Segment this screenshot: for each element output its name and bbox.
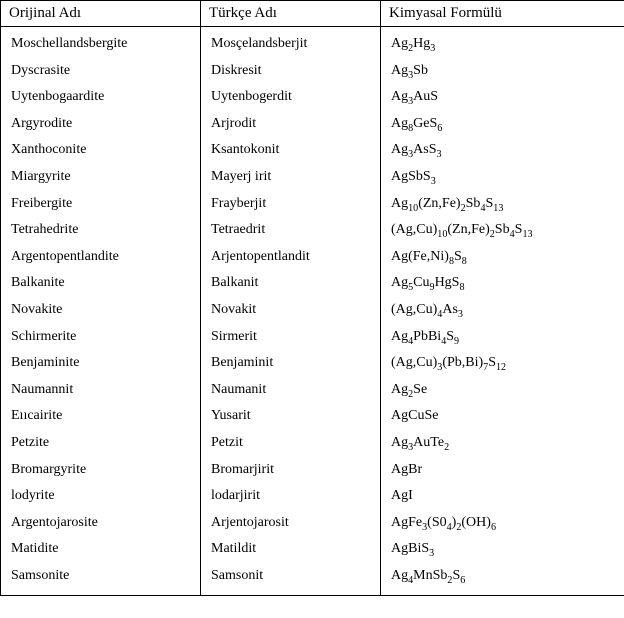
cell-formula: Ag3Sb [381, 54, 624, 81]
cell-turkish: Tetraedrit [201, 213, 381, 240]
table-row: SamsoniteSamsonitAg4MnSb2S6 [1, 559, 624, 596]
cell-turkish: Naumanit [201, 373, 381, 400]
cell-original: Uytenbogaardite [1, 80, 201, 107]
cell-original: lodyrite [1, 479, 201, 506]
cell-formula: Ag3AuS [381, 80, 624, 107]
col-header-turkish: Türkçe Adı [201, 1, 381, 27]
cell-original: Argentojarosite [1, 506, 201, 533]
table-row: MatiditeMatilditAgBiS3 [1, 532, 624, 559]
cell-original: Petzite [1, 426, 201, 453]
cell-original: Naumannit [1, 373, 201, 400]
table-row: BalkaniteBalkanitAg5Cu9HgS8 [1, 266, 624, 293]
cell-original: Argentopentlandite [1, 240, 201, 267]
cell-formula: Ag3AuTe2 [381, 426, 624, 453]
cell-formula: AgSbS3 [381, 160, 624, 187]
cell-formula: Ag2Se [381, 373, 624, 400]
cell-original: Freibergite [1, 187, 201, 214]
table-row: NaumannitNaumanitAg2Se [1, 373, 624, 400]
table-row: PetzitePetzitAg3AuTe2 [1, 426, 624, 453]
cell-formula: AgFe3(S04)2(OH)6 [381, 506, 624, 533]
table-row: BenjaminiteBenjaminit(Ag,Cu)3(Pb,Bi)7S12 [1, 346, 624, 373]
cell-turkish: lodarjirit [201, 479, 381, 506]
cell-original: Miargyrite [1, 160, 201, 187]
cell-turkish: Ksantokonit [201, 133, 381, 160]
cell-formula: Ag(Fe,Ni)8S8 [381, 240, 624, 267]
table-row: SchirmeriteSirmeritAg4PbBi4S9 [1, 320, 624, 347]
table-row: ArgentopentlanditeArjentopentlanditAg(Fe… [1, 240, 624, 267]
cell-original: Tetrahedrite [1, 213, 201, 240]
cell-formula: AgBiS3 [381, 532, 624, 559]
cell-original: Schirmerite [1, 320, 201, 347]
cell-original: Bromargyrite [1, 453, 201, 480]
cell-turkish: Diskresit [201, 54, 381, 81]
cell-turkish: Arjrodit [201, 107, 381, 134]
cell-turkish: Uytenbogerdit [201, 80, 381, 107]
cell-formula: Ag2Hg3 [381, 27, 624, 54]
cell-formula: (Ag,Cu)10(Zn,Fe)2Sb4S13 [381, 213, 624, 240]
cell-original: Matidite [1, 532, 201, 559]
cell-original: Eııcairite [1, 399, 201, 426]
cell-original: Moschellandsbergite [1, 27, 201, 54]
cell-formula: (Ag,Cu)3(Pb,Bi)7S12 [381, 346, 624, 373]
cell-turkish: Sirmerit [201, 320, 381, 347]
cell-formula: Ag4PbBi4S9 [381, 320, 624, 347]
table-row: FreibergiteFrayberjitAg10(Zn,Fe)2Sb4S13 [1, 187, 624, 214]
cell-original: Argyrodite [1, 107, 201, 134]
table-row: XanthoconiteKsantokonitAg3AsS3 [1, 133, 624, 160]
table-row: EııcairiteYusaritAgCuSe [1, 399, 624, 426]
table-row: DyscrasiteDiskresitAg3Sb [1, 54, 624, 81]
cell-original: Dyscrasite [1, 54, 201, 81]
table-row: NovakiteNovakit(Ag,Cu)4As3 [1, 293, 624, 320]
col-header-formula: Kimyasal Formülü [381, 1, 624, 27]
cell-formula: Ag4MnSb2S6 [381, 559, 624, 596]
cell-formula: Ag5Cu9HgS8 [381, 266, 624, 293]
table-row: MoschellandsbergiteMosçelandsberjitAg2Hg… [1, 27, 624, 54]
cell-turkish: Arjentopentlandit [201, 240, 381, 267]
cell-formula: Ag3AsS3 [381, 133, 624, 160]
cell-original: Balkanite [1, 266, 201, 293]
cell-formula: Ag10(Zn,Fe)2Sb4S13 [381, 187, 624, 214]
cell-formula: AgBr [381, 453, 624, 480]
minerals-table: Orijinal Adı Türkçe Adı Kimyasal Formülü… [0, 0, 624, 596]
cell-original: Benjaminite [1, 346, 201, 373]
cell-formula: Ag8GeS6 [381, 107, 624, 134]
table-row: ArgyroditeArjroditAg8GeS6 [1, 107, 624, 134]
cell-turkish: Frayberjit [201, 187, 381, 214]
cell-formula: (Ag,Cu)4As3 [381, 293, 624, 320]
cell-formula: AgI [381, 479, 624, 506]
cell-turkish: Yusarit [201, 399, 381, 426]
cell-turkish: Bromarjirit [201, 453, 381, 480]
cell-original: Xanthoconite [1, 133, 201, 160]
col-header-original: Orijinal Adı [1, 1, 201, 27]
cell-turkish: Matildit [201, 532, 381, 559]
table-row: ArgentojarositeArjentojarositAgFe3(S04)2… [1, 506, 624, 533]
table-header-row: Orijinal Adı Türkçe Adı Kimyasal Formülü [1, 1, 624, 27]
cell-turkish: Novakit [201, 293, 381, 320]
cell-turkish: Samsonit [201, 559, 381, 596]
cell-turkish: Mosçelandsberjit [201, 27, 381, 54]
cell-original: Novakite [1, 293, 201, 320]
cell-turkish: Mayerj irit [201, 160, 381, 187]
table-row: TetrahedriteTetraedrit(Ag,Cu)10(Zn,Fe)2S… [1, 213, 624, 240]
cell-turkish: Arjentojarosit [201, 506, 381, 533]
cell-original: Samsonite [1, 559, 201, 596]
cell-formula: AgCuSe [381, 399, 624, 426]
cell-turkish: Benjaminit [201, 346, 381, 373]
cell-turkish: Balkanit [201, 266, 381, 293]
table-row: BromargyriteBromarjiritAgBr [1, 453, 624, 480]
table-row: lodyritelodarjiritAgI [1, 479, 624, 506]
table-row: UytenbogaarditeUytenbogerditAg3AuS [1, 80, 624, 107]
cell-turkish: Petzit [201, 426, 381, 453]
table-row: MiargyriteMayerj iritAgSbS3 [1, 160, 624, 187]
